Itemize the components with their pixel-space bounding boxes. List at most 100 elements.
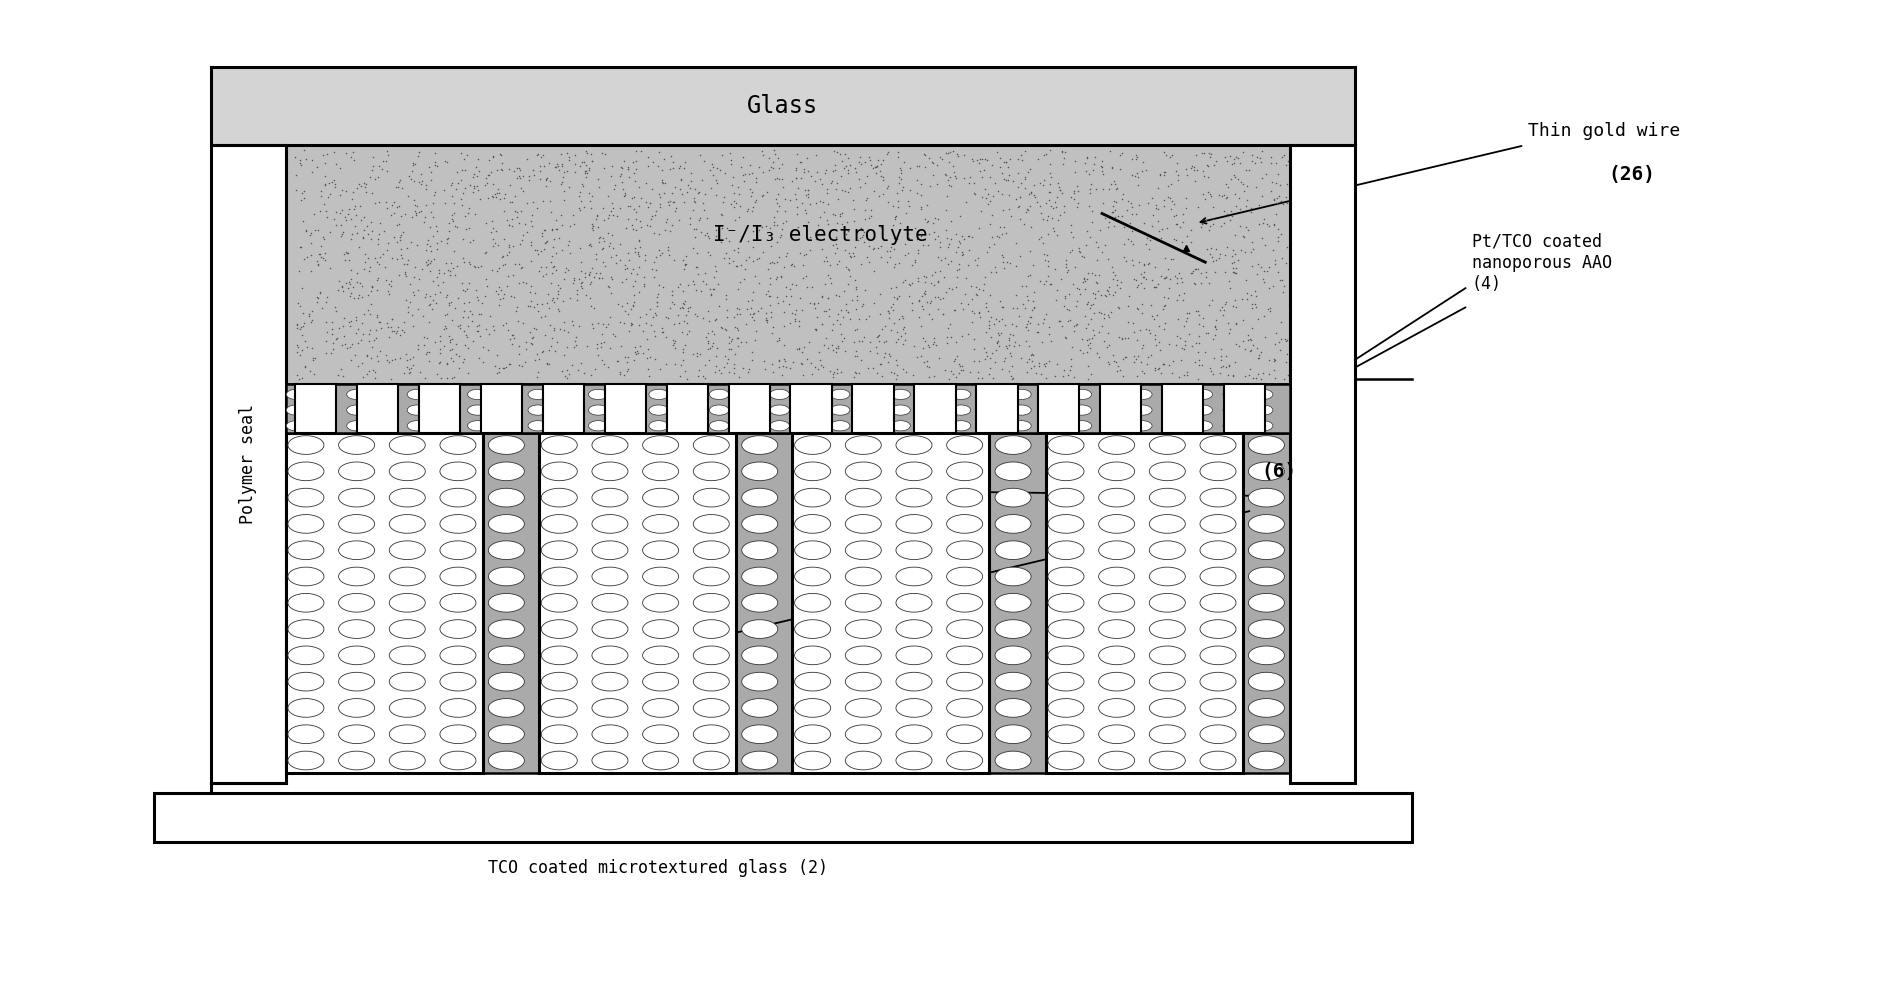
Circle shape — [386, 568, 422, 586]
Bar — [1223, 384, 1265, 433]
Point — [831, 302, 861, 318]
Point — [861, 166, 892, 182]
Point — [400, 269, 430, 285]
Point — [613, 211, 643, 227]
Point — [696, 286, 726, 301]
Circle shape — [390, 646, 426, 665]
Point — [697, 335, 728, 351]
Point — [494, 332, 524, 348]
Point — [309, 196, 339, 212]
Point — [643, 295, 673, 310]
Point — [1131, 321, 1161, 337]
Point — [801, 173, 831, 189]
Point — [328, 278, 358, 294]
Point — [290, 183, 320, 198]
Point — [682, 368, 713, 384]
Point — [1321, 152, 1352, 168]
Point — [999, 338, 1029, 354]
Circle shape — [1148, 488, 1184, 507]
Point — [330, 337, 360, 353]
Point — [1314, 150, 1344, 166]
Point — [377, 323, 407, 339]
Point — [424, 265, 454, 281]
Point — [1299, 189, 1329, 204]
Point — [963, 364, 993, 380]
Point — [1035, 166, 1065, 182]
Point — [539, 322, 569, 338]
Point — [1191, 264, 1221, 280]
Point — [1108, 219, 1139, 235]
Point — [737, 344, 767, 359]
Point — [880, 209, 910, 225]
Point — [829, 219, 860, 235]
Point — [965, 282, 995, 298]
Point — [1289, 262, 1320, 278]
Point — [790, 164, 820, 180]
Point — [471, 271, 501, 287]
Point — [1069, 346, 1099, 361]
Point — [835, 247, 865, 263]
Point — [873, 178, 903, 193]
Point — [1201, 252, 1231, 268]
Point — [1195, 360, 1225, 376]
Point — [337, 191, 368, 207]
Point — [910, 146, 941, 162]
Point — [969, 352, 999, 367]
Point — [1189, 145, 1220, 161]
Point — [1263, 264, 1293, 280]
Point — [841, 321, 871, 337]
Point — [313, 189, 343, 204]
Point — [843, 293, 873, 308]
Point — [1154, 337, 1184, 353]
Point — [362, 272, 392, 288]
Point — [1080, 156, 1110, 172]
Point — [1270, 157, 1301, 173]
Circle shape — [1133, 405, 1152, 415]
Point — [550, 368, 581, 384]
Point — [488, 257, 518, 273]
Circle shape — [539, 725, 575, 743]
Point — [509, 228, 539, 244]
Point — [777, 277, 807, 293]
Point — [993, 201, 1024, 217]
Point — [839, 160, 869, 176]
Point — [854, 359, 884, 375]
Point — [690, 186, 720, 201]
Point — [607, 160, 637, 176]
Circle shape — [844, 673, 882, 691]
Point — [782, 206, 812, 222]
Point — [311, 314, 341, 330]
Circle shape — [641, 673, 677, 691]
Point — [1129, 280, 1159, 296]
Point — [1031, 195, 1061, 211]
Point — [400, 203, 430, 219]
Point — [841, 279, 871, 295]
Point — [1310, 157, 1340, 173]
Circle shape — [1099, 541, 1135, 560]
Circle shape — [741, 568, 779, 586]
Point — [1114, 231, 1144, 246]
Point — [1010, 319, 1041, 335]
Point — [622, 266, 652, 282]
Point — [1320, 370, 1350, 386]
Point — [997, 300, 1027, 316]
Point — [1316, 261, 1346, 277]
Point — [1042, 176, 1073, 191]
Point — [739, 224, 769, 240]
Point — [451, 327, 481, 343]
Circle shape — [407, 405, 426, 415]
Point — [1331, 305, 1361, 321]
Point — [560, 164, 590, 180]
Point — [351, 180, 381, 195]
Point — [598, 241, 628, 256]
Point — [1197, 252, 1227, 268]
Circle shape — [1046, 462, 1082, 480]
Point — [537, 222, 567, 238]
Point — [724, 186, 754, 201]
Point — [669, 160, 699, 176]
Point — [679, 191, 709, 206]
Point — [1105, 147, 1135, 163]
Point — [1099, 197, 1129, 213]
Point — [533, 155, 564, 171]
Point — [1014, 198, 1044, 214]
